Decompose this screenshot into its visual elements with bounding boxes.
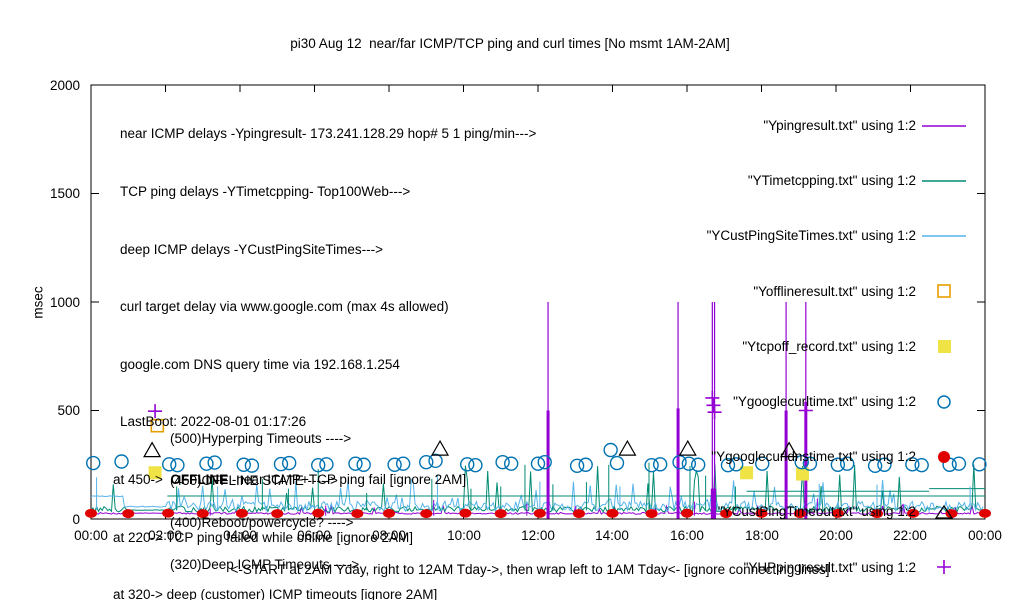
y-tick-label: 1500	[49, 186, 80, 201]
legend-label: "YTimetcpping.txt" using 1:2	[747, 173, 916, 189]
x-tick-label: 18:00	[745, 528, 779, 543]
legend-label: "YHPpingresult.txt" using 1:2	[743, 559, 916, 575]
legend-item: "Ypingresult.txt" using 1:2	[707, 116, 972, 135]
series-Ytcpoff-squares	[740, 466, 809, 481]
x-tick-label: 22:00	[893, 528, 927, 543]
legend-item: "Ygooglecurltime.txt" using 1:2	[707, 392, 972, 411]
filled-circle-icon	[916, 449, 972, 465]
info-line: at 450-> OFFLINE -near ICMP+TCP ping fai…	[113, 472, 467, 488]
x-tick-label: 08:00	[372, 528, 406, 543]
legend-label: "Yofflineresult.txt" using 1:2	[753, 283, 916, 299]
y-tick-label: 500	[57, 403, 80, 418]
legend-label: "YCustPingTimeout.txt" using 1:2	[717, 504, 916, 520]
threshold-annotations: (500)Hyperping Timeouts ----> (450)OFFLI…	[170, 404, 359, 600]
line-sample-icon	[916, 173, 972, 189]
plus-icon	[916, 559, 972, 575]
legend-label: "Ytcpoff_record.txt" using 1:2	[742, 338, 916, 354]
x-tick-label: 10:00	[447, 528, 481, 543]
x-tick-label: 12:00	[521, 528, 555, 543]
legend-item: "YCustPingTimeout.txt" using 1:2	[707, 502, 972, 521]
series-custpingtimeout-triangles	[430, 439, 799, 458]
info-line: curl target delay via www.google.com (ma…	[120, 299, 449, 315]
open-triangle-icon	[916, 504, 972, 520]
x-tick-label: 04:00	[223, 528, 257, 543]
legend-item: "Ygooglecurldnstime.txt" using 1:2	[707, 447, 972, 466]
info-line: near ICMP delays -Ypingresult- 173.241.1…	[120, 126, 537, 142]
legend-label: "YCustPingSiteTimes.txt" using 1:2	[706, 228, 916, 244]
open-square-icon	[916, 283, 972, 299]
legend-label: "Ypingresult.txt" using 1:2	[763, 118, 916, 134]
x-tick-label: 02:00	[148, 528, 182, 543]
info-line: deep ICMP delays -YCustPingSiteTimes--->	[120, 241, 383, 257]
x-tick-label: 14:00	[595, 528, 629, 543]
legend-label: "Ygooglecurltime.txt" using 1:2	[733, 394, 916, 410]
filled-square-icon	[916, 338, 972, 354]
annotation-line: (500)Hyperping Timeouts ---->	[170, 431, 352, 446]
legend: "Ypingresult.txt" using 1:2 "YTimetcppin…	[707, 80, 972, 600]
y-tick-label: 2000	[49, 78, 80, 93]
y-tick-label: 1000	[49, 295, 80, 310]
info-line: TCP ping delays -YTimetcpping- Top100Web…	[120, 184, 411, 200]
legend-item: "YTimetcpping.txt" using 1:2	[707, 171, 972, 190]
x-axis-label: <-START at 2AM Yday, right to 12AM Tday-…	[230, 562, 830, 577]
annotation-markers	[143, 404, 165, 480]
series-YCustPingSiteTimes	[90, 477, 984, 513]
info-line: at 320-> deep (customer) ICMP timeouts […	[113, 587, 438, 600]
annotation-line: (400)Reboot/powercycle? ---->	[170, 515, 354, 530]
annotation-line: (320)Deep ICMP Timeouts ---->	[170, 557, 360, 572]
series-googledns-dots	[85, 508, 991, 519]
x-tick-label: 20:00	[819, 528, 853, 543]
legend-item: "Ytcpoff_record.txt" using 1:2	[707, 337, 972, 356]
x-tick-label: 00:00	[968, 528, 1002, 543]
flat-lines	[167, 488, 985, 497]
open-circle-icon	[916, 394, 972, 410]
legend-item: "YHPpingresult.txt" using 1:2	[707, 558, 972, 577]
legend-label: "Ygooglecurldnstime.txt" using 1:2	[711, 449, 916, 465]
legend-item: "YCustPingSiteTimes.txt" using 1:2	[707, 226, 972, 245]
x-tick-label: 00:00	[74, 528, 108, 543]
x-tick-label: 06:00	[297, 528, 331, 543]
line-sample-icon	[916, 228, 972, 244]
info-line: at 220-> TCP ping failed while online [i…	[113, 529, 414, 545]
info-text-block: near ICMP delays -Ypingresult- 173.241.1…	[106, 86, 536, 600]
series-hpping-pluses	[705, 390, 813, 420]
annotation-line: (450)OFFLINE STATE ----->	[170, 473, 338, 488]
y-tick-label: 0	[72, 512, 80, 527]
info-line: LastBoot: 2022-08-01 01:17:26	[120, 414, 307, 430]
info-line: google.com DNS query time via 192.168.1.…	[120, 356, 400, 372]
chart-title: pi30 Aug 12 near/far ICMP/TCP ping and c…	[290, 36, 730, 51]
legend-item: "Yofflineresult.txt" using 1:2	[707, 282, 972, 301]
line-sample-icon	[916, 118, 972, 134]
x-tick-label: 16:00	[670, 528, 704, 543]
series-googlecurl-circles	[86, 442, 987, 474]
